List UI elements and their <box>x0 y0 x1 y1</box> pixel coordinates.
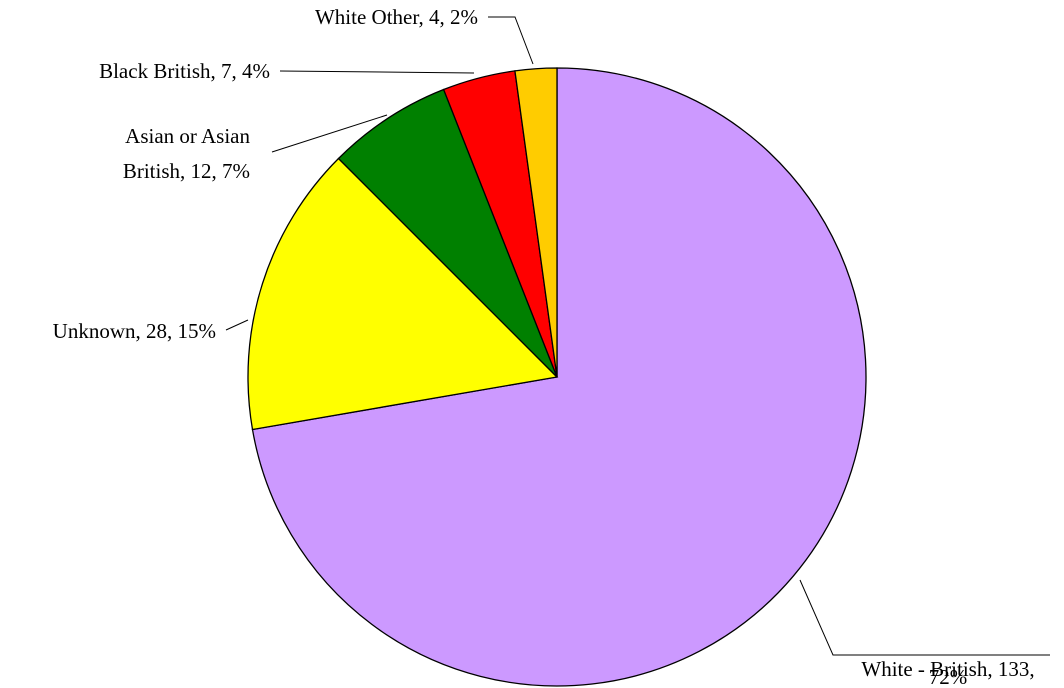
data-label-white-other: White Other, 4, 2% <box>315 5 478 29</box>
pie-slice-white-british <box>251 67 867 687</box>
leader-line-white-other <box>488 16 534 65</box>
data-label-line: Asian or Asian <box>125 124 250 148</box>
data-label-line: White - British, 133, <box>861 657 1034 681</box>
data-labels: White - British, 133,72% Unknown, 28, 15%… <box>53 5 1035 688</box>
data-label-unknown: Unknown, 28, 15% <box>53 319 216 343</box>
leader-line-white-british <box>799 579 1050 656</box>
data-label-line: 72% <box>929 665 968 688</box>
leader-line-asian-or-asian-british <box>271 114 388 153</box>
pie-slices <box>247 67 867 687</box>
leader-line-black-british <box>279 70 475 74</box>
data-label-line: Unknown, 28, 15% <box>53 319 216 343</box>
pie-slice-white-other <box>514 67 558 378</box>
data-label-line: White Other, 4, 2% <box>315 5 478 29</box>
data-label-asian-or-asian-british: Asian or Asian British, 12, 7% <box>123 124 251 183</box>
pie-slice-unknown <box>247 157 559 431</box>
data-label-line: Black British, 7, 4% <box>99 59 270 83</box>
pie-slice-asian-or-asian-british <box>337 88 558 378</box>
leader-line-unknown <box>225 319 249 331</box>
leader-lines <box>225 16 1050 656</box>
data-label-white-british: White - British, 133,72% <box>861 657 1034 688</box>
data-label-line: British, 12, 7% <box>123 159 250 183</box>
data-label-black-british: Black British, 7, 4% <box>99 59 270 83</box>
